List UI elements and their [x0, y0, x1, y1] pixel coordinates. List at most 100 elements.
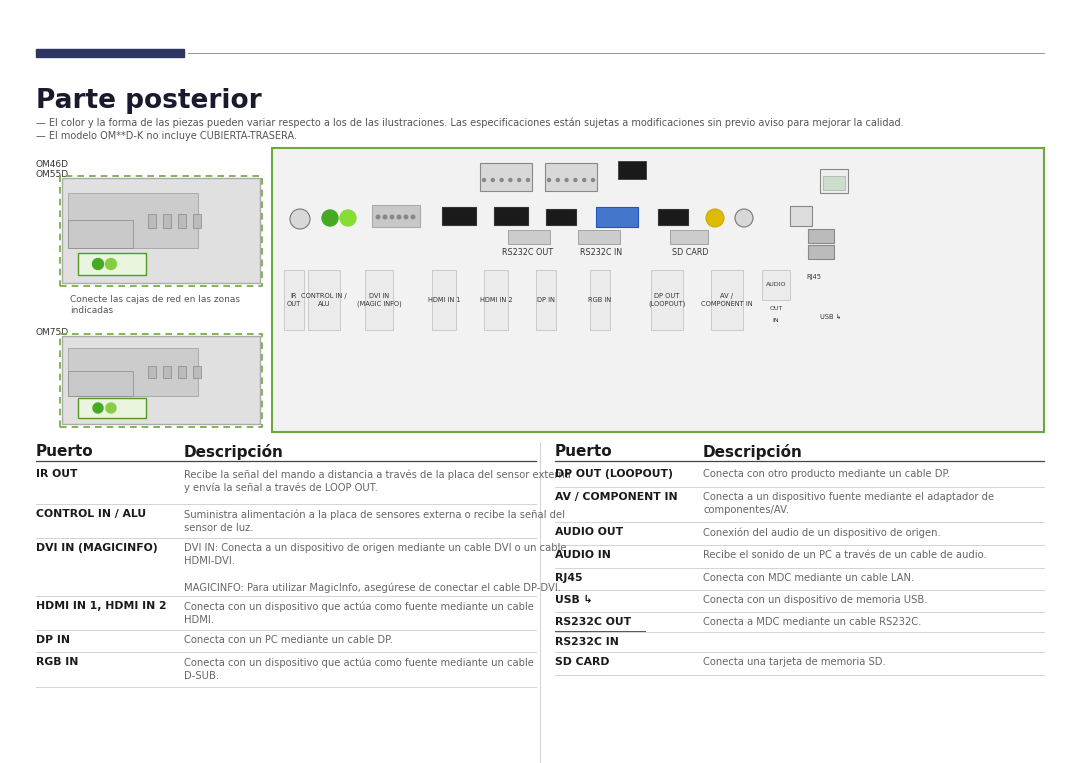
Bar	[442, 207, 476, 225]
Text: Conecta una tarjeta de memoria SD.: Conecta una tarjeta de memoria SD.	[703, 657, 886, 667]
Circle shape	[548, 179, 551, 182]
Bar	[711, 270, 743, 330]
Text: — El color y la forma de las piezas pueden variar respecto a los de las ilustrac: — El color y la forma de las piezas pued…	[36, 118, 904, 128]
Bar	[618, 161, 646, 179]
Bar	[651, 270, 683, 330]
Text: DP OUT (LOOPOUT): DP OUT (LOOPOUT)	[555, 469, 673, 479]
Text: RS232C IN: RS232C IN	[580, 248, 622, 257]
Circle shape	[390, 215, 394, 219]
Circle shape	[565, 179, 568, 182]
Bar	[308, 270, 340, 330]
Text: Puerto: Puerto	[555, 444, 612, 459]
Text: HDMI IN 1, HDMI IN 2: HDMI IN 1, HDMI IN 2	[36, 601, 166, 611]
Bar	[178, 214, 186, 228]
Text: Suministra alimentación a la placa de sensores externa o recibe la señal del
sen: Suministra alimentación a la placa de se…	[184, 509, 565, 533]
Text: DVI IN (MAGICINFO): DVI IN (MAGICINFO)	[36, 543, 158, 553]
Text: Descripción: Descripción	[703, 444, 802, 460]
Bar	[789, 206, 812, 226]
Text: Conecta a MDC mediante un cable RS232C.: Conecta a MDC mediante un cable RS232C.	[703, 617, 921, 627]
Circle shape	[509, 179, 512, 182]
Bar	[68, 193, 198, 248]
Bar	[148, 366, 156, 378]
Circle shape	[411, 215, 415, 219]
Text: AUDIO IN: AUDIO IN	[555, 550, 611, 560]
Text: Conecta con otro producto mediante un cable DP.: Conecta con otro producto mediante un ca…	[703, 469, 950, 479]
Bar	[365, 270, 393, 330]
Text: IN: IN	[772, 317, 780, 323]
Text: RS232C OUT: RS232C OUT	[502, 248, 554, 257]
Bar	[272, 148, 1044, 432]
Text: Conecta con un dispositivo de memoria USB.: Conecta con un dispositivo de memoria US…	[703, 595, 928, 605]
Text: AV /
COMPONENT IN: AV / COMPONENT IN	[701, 293, 753, 307]
Bar	[62, 336, 260, 424]
Bar	[36, 49, 184, 57]
Circle shape	[383, 215, 387, 219]
Text: Conecta a un dispositivo fuente mediante el adaptador de
componentes/AV.: Conecta a un dispositivo fuente mediante…	[703, 492, 994, 515]
Bar	[193, 214, 201, 228]
Text: AUDIO: AUDIO	[766, 282, 786, 288]
Text: SD CARD: SD CARD	[555, 657, 609, 667]
Circle shape	[291, 209, 310, 229]
Text: — El modelo OM**D-K no incluye CUBIERTA-TRASERA.: — El modelo OM**D-K no incluye CUBIERTA-…	[36, 131, 297, 141]
Text: Conecta con un dispositivo que actúa como fuente mediante un cable
D-SUB.: Conecta con un dispositivo que actúa com…	[184, 657, 534, 681]
Text: RJ45: RJ45	[555, 573, 582, 583]
Bar	[484, 270, 508, 330]
Circle shape	[106, 403, 116, 413]
Bar	[148, 214, 156, 228]
Bar	[545, 163, 597, 191]
Bar	[68, 220, 133, 248]
Bar	[62, 178, 260, 283]
Bar	[596, 207, 638, 227]
Circle shape	[735, 209, 753, 227]
Text: Parte posterior: Parte posterior	[36, 88, 261, 114]
Circle shape	[583, 179, 585, 182]
Circle shape	[573, 179, 577, 182]
Text: RS232C OUT: RS232C OUT	[555, 617, 631, 627]
Circle shape	[397, 215, 401, 219]
Text: RGB IN: RGB IN	[589, 297, 611, 303]
Text: HDMI IN 1: HDMI IN 1	[428, 297, 460, 303]
Text: CONTROL IN /
ALU: CONTROL IN / ALU	[301, 293, 347, 307]
Bar	[163, 366, 171, 378]
Bar	[808, 245, 834, 259]
Circle shape	[106, 259, 117, 269]
Circle shape	[483, 179, 486, 182]
Bar	[78, 398, 146, 418]
Bar	[546, 209, 576, 225]
Circle shape	[527, 179, 529, 182]
Bar	[508, 230, 550, 244]
Text: DP IN: DP IN	[36, 635, 70, 645]
Bar	[658, 209, 688, 225]
Text: DVI IN
(MAGIC INFO): DVI IN (MAGIC INFO)	[356, 293, 402, 307]
Bar	[78, 253, 146, 275]
Bar	[68, 371, 133, 396]
Circle shape	[556, 179, 559, 182]
Text: indicadas: indicadas	[70, 306, 113, 315]
Bar	[590, 270, 610, 330]
Bar	[60, 176, 262, 286]
Circle shape	[404, 215, 408, 219]
Bar	[494, 207, 528, 225]
Bar	[178, 366, 186, 378]
Text: Conecta con un PC mediante un cable DP.: Conecta con un PC mediante un cable DP.	[184, 635, 393, 645]
Text: Conexión del audio de un dispositivo de origen.: Conexión del audio de un dispositivo de …	[703, 527, 941, 537]
Text: Conecte las cajas de red en las zonas: Conecte las cajas de red en las zonas	[70, 295, 240, 304]
Text: CONTROL IN / ALU: CONTROL IN / ALU	[36, 509, 146, 519]
Bar	[762, 270, 789, 300]
Text: Conecta con MDC mediante un cable LAN.: Conecta con MDC mediante un cable LAN.	[703, 573, 915, 583]
Text: DVI IN: Conecta a un dispositivo de origen mediante un cable DVI o un cable
HDMI: DVI IN: Conecta a un dispositivo de orig…	[184, 543, 567, 594]
Text: OUT: OUT	[769, 305, 783, 311]
Text: OM55D: OM55D	[36, 170, 69, 179]
Text: USB ↳: USB ↳	[555, 595, 593, 605]
Bar	[372, 205, 420, 227]
Bar	[60, 334, 262, 427]
Bar	[193, 366, 201, 378]
Circle shape	[93, 259, 104, 269]
Text: AUDIO OUT: AUDIO OUT	[555, 527, 623, 537]
Text: SD CARD: SD CARD	[672, 248, 708, 257]
Bar	[432, 270, 456, 330]
Text: RJ45: RJ45	[806, 274, 821, 280]
Bar	[163, 214, 171, 228]
Text: Puerto: Puerto	[36, 444, 94, 459]
Text: USB ↳: USB ↳	[820, 314, 841, 320]
